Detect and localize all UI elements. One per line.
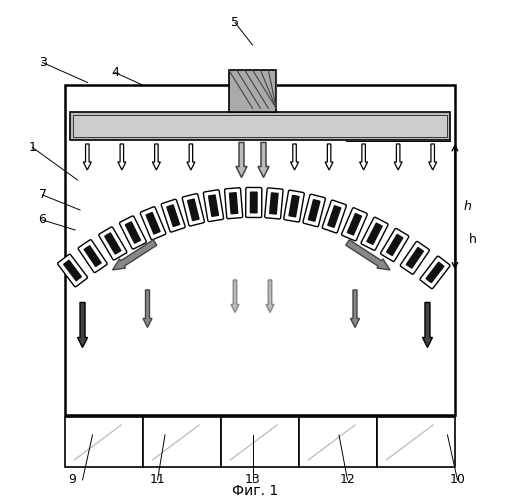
Text: 12: 12 bbox=[339, 474, 355, 486]
Text: 1: 1 bbox=[29, 141, 37, 154]
FancyBboxPatch shape bbox=[224, 188, 242, 218]
FancyBboxPatch shape bbox=[83, 245, 102, 267]
FancyBboxPatch shape bbox=[346, 213, 361, 236]
Text: 7: 7 bbox=[39, 188, 46, 202]
Bar bbox=[65, 418, 143, 468]
FancyBboxPatch shape bbox=[166, 204, 180, 227]
FancyArrow shape bbox=[187, 144, 194, 170]
Bar bbox=[65, 85, 454, 415]
FancyBboxPatch shape bbox=[125, 221, 141, 244]
Text: 11: 11 bbox=[149, 474, 165, 486]
FancyBboxPatch shape bbox=[400, 242, 429, 274]
Text: 9: 9 bbox=[68, 474, 76, 486]
Bar bbox=[376, 418, 454, 468]
FancyArrow shape bbox=[112, 240, 156, 270]
FancyBboxPatch shape bbox=[360, 217, 387, 250]
FancyBboxPatch shape bbox=[380, 228, 408, 262]
FancyArrow shape bbox=[77, 302, 88, 348]
FancyBboxPatch shape bbox=[365, 222, 382, 245]
FancyBboxPatch shape bbox=[327, 205, 341, 228]
FancyBboxPatch shape bbox=[307, 199, 320, 222]
Bar bbox=[143, 418, 220, 468]
FancyArrow shape bbox=[118, 144, 126, 170]
FancyArrow shape bbox=[421, 302, 432, 348]
FancyArrow shape bbox=[350, 290, 359, 328]
FancyBboxPatch shape bbox=[425, 262, 444, 283]
FancyBboxPatch shape bbox=[140, 206, 165, 240]
FancyBboxPatch shape bbox=[419, 256, 449, 288]
FancyArrow shape bbox=[152, 144, 160, 170]
Text: Фиг. 1: Фиг. 1 bbox=[232, 484, 277, 498]
FancyBboxPatch shape bbox=[245, 188, 261, 218]
Text: 3: 3 bbox=[39, 56, 46, 69]
FancyArrow shape bbox=[290, 144, 298, 170]
FancyBboxPatch shape bbox=[104, 232, 121, 254]
FancyArrow shape bbox=[266, 280, 273, 312]
FancyArrow shape bbox=[236, 142, 246, 178]
FancyBboxPatch shape bbox=[405, 247, 423, 269]
FancyBboxPatch shape bbox=[268, 192, 278, 214]
Bar bbox=[73, 116, 446, 137]
Text: h: h bbox=[463, 200, 471, 213]
FancyBboxPatch shape bbox=[161, 200, 185, 232]
FancyBboxPatch shape bbox=[182, 194, 204, 226]
FancyBboxPatch shape bbox=[283, 190, 304, 222]
FancyBboxPatch shape bbox=[229, 192, 238, 214]
FancyBboxPatch shape bbox=[249, 192, 257, 214]
FancyBboxPatch shape bbox=[145, 212, 160, 234]
FancyBboxPatch shape bbox=[264, 188, 282, 219]
FancyArrow shape bbox=[258, 142, 268, 178]
FancyBboxPatch shape bbox=[99, 227, 127, 260]
FancyArrow shape bbox=[324, 144, 332, 170]
Text: 10: 10 bbox=[448, 474, 465, 486]
FancyBboxPatch shape bbox=[63, 260, 82, 281]
FancyBboxPatch shape bbox=[341, 208, 366, 241]
Text: 6: 6 bbox=[39, 214, 46, 226]
Text: 4: 4 bbox=[111, 66, 119, 79]
FancyBboxPatch shape bbox=[322, 200, 346, 233]
FancyBboxPatch shape bbox=[58, 254, 87, 287]
Bar bbox=[298, 418, 376, 468]
FancyBboxPatch shape bbox=[119, 216, 146, 249]
FancyArrow shape bbox=[231, 280, 239, 312]
FancyArrow shape bbox=[393, 144, 402, 170]
Text: 13: 13 bbox=[244, 474, 260, 486]
FancyBboxPatch shape bbox=[208, 194, 219, 217]
Bar bbox=[70, 112, 449, 140]
Text: 5: 5 bbox=[231, 16, 239, 29]
Text: h: h bbox=[468, 234, 475, 246]
FancyArrow shape bbox=[143, 290, 152, 328]
FancyArrow shape bbox=[428, 144, 436, 170]
FancyBboxPatch shape bbox=[302, 194, 325, 226]
FancyBboxPatch shape bbox=[288, 194, 299, 218]
FancyArrow shape bbox=[345, 240, 389, 270]
FancyBboxPatch shape bbox=[187, 198, 200, 222]
FancyArrow shape bbox=[83, 144, 91, 170]
FancyArrow shape bbox=[359, 144, 367, 170]
Bar bbox=[220, 418, 298, 468]
FancyBboxPatch shape bbox=[385, 234, 403, 256]
FancyBboxPatch shape bbox=[203, 190, 223, 222]
FancyBboxPatch shape bbox=[78, 240, 107, 272]
Bar bbox=[229, 70, 276, 112]
